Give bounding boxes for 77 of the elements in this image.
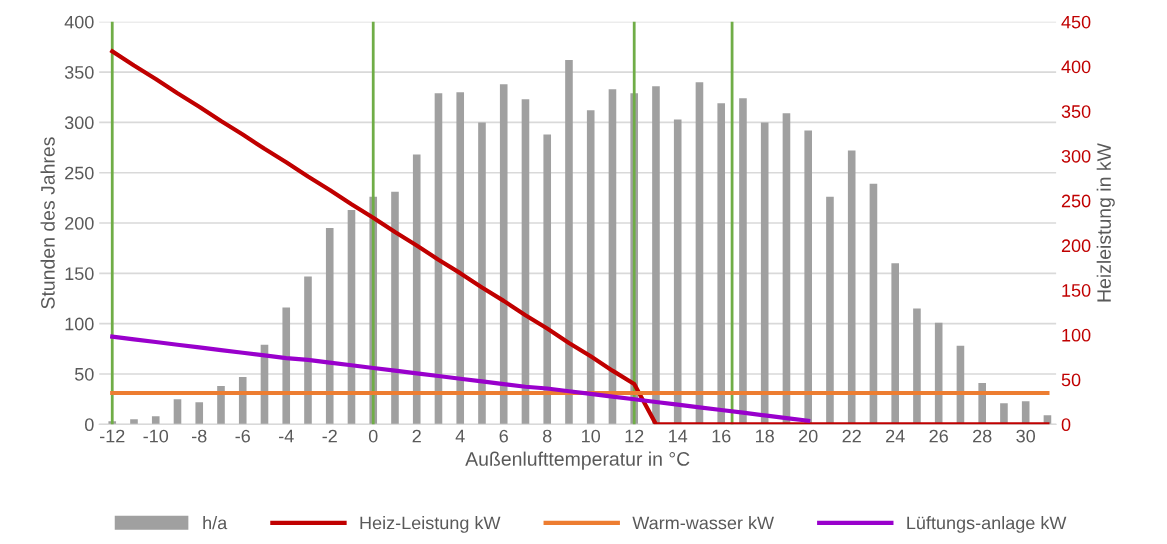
x-tick-label: -4 — [279, 429, 294, 443]
y-tick-label: 0 — [85, 418, 94, 432]
line-series — [110, 334, 811, 423]
y2-tick-label: 0 — [1061, 418, 1071, 432]
y-axis-title: Stunden des Jahres — [40, 137, 55, 309]
bar — [891, 263, 899, 425]
bar — [652, 86, 660, 425]
y2-tick-label: 250 — [1061, 194, 1091, 208]
x-tick-label: 18 — [756, 429, 774, 443]
bar — [673, 119, 682, 425]
bar — [739, 98, 747, 425]
y-tick-label: 250 — [65, 166, 94, 180]
legend-label: Heiz-Leistung kW — [360, 516, 501, 533]
x-tick-label: 2 — [412, 429, 421, 443]
x-tick-label: 16 — [712, 429, 731, 443]
bar — [478, 122, 486, 425]
bar — [847, 150, 856, 425]
x-tick-label: 12 — [625, 429, 644, 443]
x-tick-label: 0 — [368, 429, 378, 443]
x-tick-label: 14 — [669, 429, 688, 443]
bar — [499, 84, 508, 425]
x-axis-title: Außenlufttemperatur in °C — [465, 451, 690, 470]
bar — [717, 103, 726, 425]
x-tick-label: 8 — [542, 429, 552, 443]
legend-label: h/a — [203, 516, 228, 530]
y-tick-label: 50 — [74, 367, 94, 381]
legend-label: Warm-wasser kW — [632, 516, 774, 530]
bar — [391, 191, 399, 425]
y-tick-label: 350 — [64, 66, 94, 79]
bar — [130, 419, 138, 425]
line-series — [110, 49, 1050, 425]
x-tick-label: -2 — [322, 429, 337, 443]
bar — [173, 399, 182, 425]
x-tick-label: 26 — [929, 429, 948, 443]
x-tick-label: 30 — [1016, 429, 1036, 443]
y2-tick-label: 400 — [1061, 60, 1091, 74]
bar — [151, 416, 160, 425]
y-tick-label: 200 — [65, 216, 94, 230]
y2-tick-label: 200 — [1061, 239, 1091, 253]
x-tick-label: 22 — [842, 429, 861, 443]
bar — [760, 122, 769, 425]
y-tick-label: 150 — [65, 267, 94, 281]
x-tick-label: -12 — [100, 429, 125, 443]
bar — [565, 60, 573, 425]
x-tick-label: 10 — [582, 429, 601, 443]
bar — [325, 228, 334, 425]
x-tick-label: 6 — [499, 429, 508, 443]
x-tick-label: -6 — [235, 429, 250, 443]
y2-axis-title: Heizleistung in kW — [1096, 143, 1115, 302]
y2-tick-label: 50 — [1061, 373, 1081, 387]
y2-tick-label: 150 — [1062, 284, 1091, 297]
bar — [238, 377, 247, 425]
y-tick-label: 100 — [65, 317, 94, 331]
bar — [804, 130, 813, 425]
bar — [543, 134, 552, 425]
bar — [456, 92, 465, 425]
bar — [586, 110, 595, 425]
x-tick-label: 4 — [455, 429, 465, 443]
y-tick-label: 300 — [64, 116, 94, 130]
y2-tick-label: 450 — [1061, 15, 1091, 29]
bar — [304, 276, 312, 425]
bar — [412, 154, 421, 425]
y2-tick-label: 100 — [1062, 328, 1091, 342]
x-tick-label: 20 — [799, 429, 818, 443]
bar — [195, 402, 204, 425]
y-tick-label: 400 — [64, 15, 94, 29]
legend-label: Lüftungs-anlage kW — [907, 516, 1067, 533]
bar — [913, 308, 921, 425]
x-tick-label: -8 — [192, 429, 207, 443]
bar — [826, 196, 834, 425]
bar — [282, 307, 291, 425]
x-tick-label: 24 — [886, 429, 905, 443]
bar — [1000, 403, 1008, 425]
y2-tick-label: 350 — [1061, 105, 1091, 118]
x-tick-label: 28 — [973, 429, 992, 443]
y2-tick-label: 300 — [1061, 149, 1091, 163]
x-tick-label: -10 — [143, 429, 169, 443]
